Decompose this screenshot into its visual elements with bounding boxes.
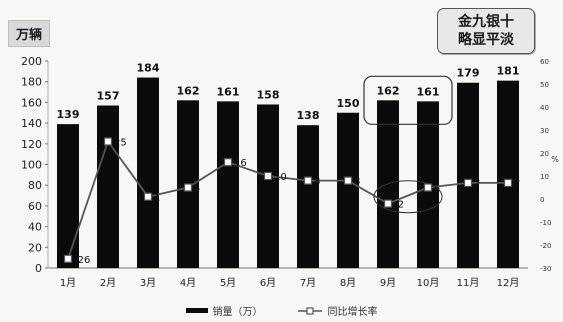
y-left-tick-label: 0	[35, 262, 42, 275]
y-right-tick-label: -20	[540, 242, 551, 250]
callout-line-1: 金九银十	[458, 14, 514, 30]
y-right-tick-label: 10	[540, 173, 549, 181]
growth-value-label: -2	[394, 200, 404, 211]
x-tick-label: 5月	[220, 277, 236, 289]
bar-value-label: 181	[497, 65, 520, 78]
x-tick-label: 6月	[260, 277, 276, 289]
y-left-tick-label: 80	[28, 179, 42, 192]
bar-value-label: 161	[417, 85, 440, 98]
y-left-tick-label: 20	[28, 241, 42, 254]
growth-value-label: 16	[234, 158, 247, 169]
bar-value-label: 139	[57, 108, 80, 121]
growth-point	[63, 254, 73, 263]
bar	[137, 77, 159, 268]
bar-value-label: 157	[97, 90, 120, 103]
bar	[257, 104, 279, 268]
bar	[217, 101, 239, 269]
y-right-tick-label: -10	[540, 219, 551, 227]
x-tick-label: 1月	[60, 277, 76, 289]
growth-value-label: 25	[114, 138, 127, 149]
legend-swatch-sales	[185, 308, 208, 313]
callout: 金九银十 略显平淡	[437, 8, 535, 54]
y-right-axis-label: %	[551, 155, 559, 164]
bar-value-label: 162	[377, 84, 400, 97]
growth-point	[103, 137, 113, 146]
legend-swatch-growth	[297, 306, 322, 315]
bar-value-label: 158	[257, 88, 280, 101]
bar	[497, 80, 519, 268]
growth-point	[383, 199, 393, 208]
x-tick-label: 4月	[180, 277, 196, 289]
bar-value-label: 150	[337, 97, 360, 110]
unit-label: 万辆	[8, 20, 51, 47]
bar	[57, 124, 79, 268]
growth-point	[143, 192, 153, 201]
callout-line-2: 略显平淡	[458, 32, 514, 48]
y-right-tick-label: 60	[540, 58, 549, 66]
y-right-tick-label: 20	[540, 150, 549, 158]
bar-value-label: 162	[177, 84, 200, 97]
x-tick-label: 10月	[417, 277, 440, 289]
bar	[97, 105, 119, 268]
y-right-tick-label: -30	[540, 265, 551, 273]
growth-value-label: 8	[314, 177, 320, 188]
x-tick-label: 12月	[497, 277, 520, 289]
bar-value-label: 161	[217, 85, 240, 98]
bar	[337, 112, 359, 268]
growth-value-label: 8	[354, 177, 360, 188]
growth-value-label: 5	[194, 184, 200, 195]
growth-value-label: 10	[274, 172, 287, 183]
growth-point	[303, 176, 313, 185]
legend-item-sales: 销量（万）	[185, 303, 263, 318]
x-tick-label: 8月	[340, 277, 356, 289]
growth-point	[263, 171, 273, 181]
y-left-tick-label: 140	[21, 117, 42, 130]
legend-label-growth: 同比增长率	[327, 307, 378, 318]
legend: 销量（万） 同比增长率	[0, 303, 563, 318]
y-left-tick-label: 60	[28, 200, 42, 213]
y-left-tick-label: 40	[28, 221, 42, 234]
bar	[457, 82, 479, 268]
x-tick-label: 9月	[380, 277, 396, 289]
legend-label-sales: 销量（万）	[212, 307, 263, 318]
legend-item-growth: 同比增长率	[297, 303, 378, 318]
y-left-tick-label: 100	[21, 159, 42, 172]
y-right-tick-label: 0	[540, 196, 544, 204]
bar-value-label: 184	[137, 62, 160, 75]
growth-value-label: 7	[514, 179, 520, 190]
x-tick-label: 2月	[100, 277, 116, 289]
y-left-tick-label: 160	[21, 96, 42, 109]
x-tick-label: 7月	[300, 277, 316, 289]
growth-point	[183, 183, 193, 192]
y-right-tick-label: 40	[540, 104, 549, 112]
callout-box: 金九银十 略显平淡	[437, 8, 535, 54]
growth-line	[67, 139, 508, 260]
growth-point	[343, 176, 353, 185]
growth-point	[503, 178, 513, 187]
x-tick-label: 11月	[457, 277, 480, 289]
growth-value-label: 5	[434, 184, 440, 195]
y-left-tick-label: 180	[21, 76, 42, 89]
y-right-tick-label: 30	[540, 127, 549, 135]
growth-point	[463, 178, 473, 187]
growth-point	[423, 183, 433, 192]
bar-value-label: 138	[297, 109, 320, 122]
y-left-tick-label: 120	[21, 138, 42, 151]
y-left-tick-label: 200	[21, 55, 42, 68]
growth-value-label: 1	[154, 193, 160, 204]
y-right-tick-label: 50	[540, 81, 549, 89]
growth-value-label: 7	[474, 179, 480, 190]
highlight-ellipse	[373, 180, 443, 214]
bar-value-label: 179	[457, 67, 480, 80]
highlight-box	[363, 75, 453, 125]
growth-value-label: -26	[74, 255, 90, 266]
growth-point	[223, 158, 233, 167]
bar	[297, 125, 319, 268]
x-tick-label: 3月	[140, 277, 156, 289]
